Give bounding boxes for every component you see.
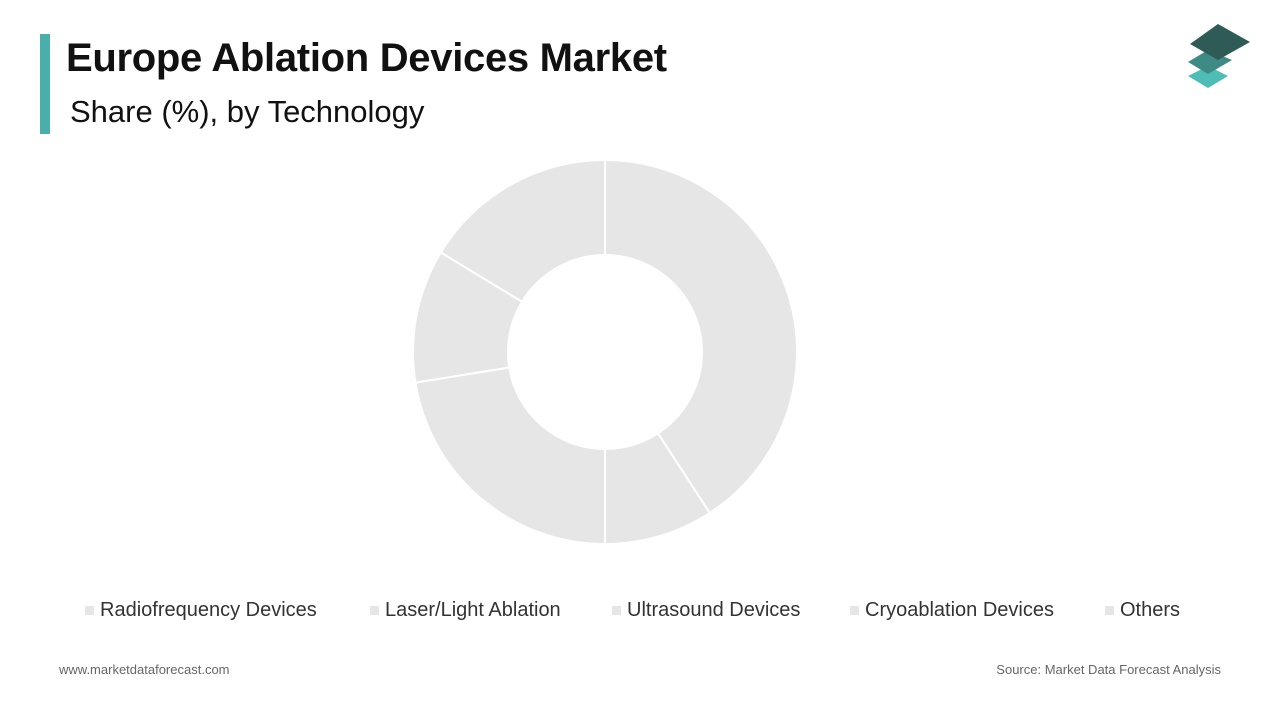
stacked-layers-logo-icon: [1188, 24, 1250, 88]
legend-label: Others: [1120, 598, 1181, 621]
legend-swatch: [1105, 605, 1114, 615]
chart-subtitle: Share (%), by Technology: [70, 94, 425, 129]
legend-swatch: [850, 605, 859, 615]
donut-slice-radiofrequency-devices: [604, 158, 798, 515]
legend-swatch: [612, 605, 621, 615]
legend-label: Cryoablation Devices: [865, 598, 1054, 621]
legend-item: Cryoablation Devices: [850, 596, 1054, 624]
footer-website: www.marketdataforecast.com: [59, 662, 230, 677]
donut-slice-ultrasound-devices: [414, 366, 606, 546]
legend-swatch: [370, 605, 379, 615]
legend-item: Ultrasound Devices: [612, 596, 800, 624]
footer-source: Source: Market Data Forecast Analysis: [996, 662, 1221, 677]
legend-swatch: [85, 605, 94, 615]
logo-top-layer: [1190, 24, 1250, 60]
chart-title: Europe Ablation Devices Market: [66, 36, 667, 80]
legend-item: Laser/Light Ablation: [370, 596, 561, 624]
chart-legend: Radiofrequency Devices Laser/Light Ablati…: [0, 596, 1280, 624]
legend-label: Radiofrequency Devices: [100, 598, 317, 621]
title-accent-bar: [40, 34, 50, 134]
logo-bottom-layer: [1188, 66, 1228, 88]
legend-label: Laser/Light Ablation: [385, 598, 561, 621]
legend-item: Others: [1105, 596, 1180, 624]
legend-item: Radiofrequency Devices: [85, 596, 317, 624]
legend-label: Ultrasound Devices: [627, 598, 801, 621]
donut-slice-others: [439, 158, 606, 304]
